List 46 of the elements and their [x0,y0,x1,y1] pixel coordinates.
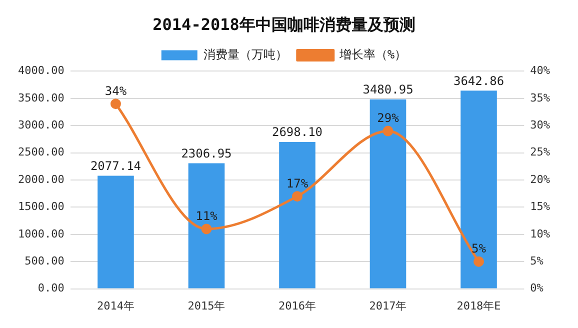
y-tick-label: 2000.00 [18,172,64,186]
y-tick-label: 1000.00 [18,227,64,240]
y2-tick-label: 25% [530,146,550,159]
y2-tick-label: 40% [530,64,550,78]
data-label: 11% [196,209,218,224]
data-label: 29% [377,111,400,126]
data-label: 17% [286,176,309,190]
y-tick-label: 3000.00 [18,118,64,132]
legend-label: 增长率（%） [338,47,407,62]
y-tick-label: 500.00 [24,254,64,268]
point [201,224,212,234]
x-tick-label: 2014年 [96,299,134,312]
bar [460,90,497,288]
x-tick-label: 2015年 [188,299,226,312]
data-label: 5% [472,242,487,256]
x-tick-label: 2018年E [456,299,501,312]
y-tick-label: 3500.00 [18,91,64,104]
y2-tick-label: 0% [530,282,544,295]
bar [370,99,406,288]
data-label: 2306.95 [181,146,232,160]
data-label: 34% [104,84,128,98]
bar [279,142,316,288]
point [382,126,394,136]
point [110,98,121,110]
x-tick-label: 2016年 [278,299,316,312]
legend-label: 消费量（万吨） [203,47,288,62]
y2-tick-label: 35% [530,91,550,104]
y2-tick-label: 15% [530,200,550,214]
y2-tick-label: 20% [530,172,550,186]
x-tick-label: 2017年 [369,299,407,312]
point [474,256,484,267]
y-tick-label: 2500.00 [18,146,64,159]
y2-tick-label: 10% [530,227,550,240]
data-label: 2077.14 [90,158,142,173]
y-tick-label: 1500.00 [18,200,64,214]
point [292,191,302,202]
chart-title: 2014-2018年中国咖啡消费量及预测 [152,14,416,34]
y2-tick-label: 30% [530,118,550,132]
data-label: 3642.86 [453,74,504,88]
y-tick-label: 4000.00 [18,64,64,78]
y2-tick-label: 5% [530,254,544,268]
data-label: 3480.95 [362,82,414,97]
bar [188,163,225,288]
bar [98,176,134,288]
y-tick-label: 0.00 [38,282,64,295]
data-label: 2698.10 [272,125,323,140]
